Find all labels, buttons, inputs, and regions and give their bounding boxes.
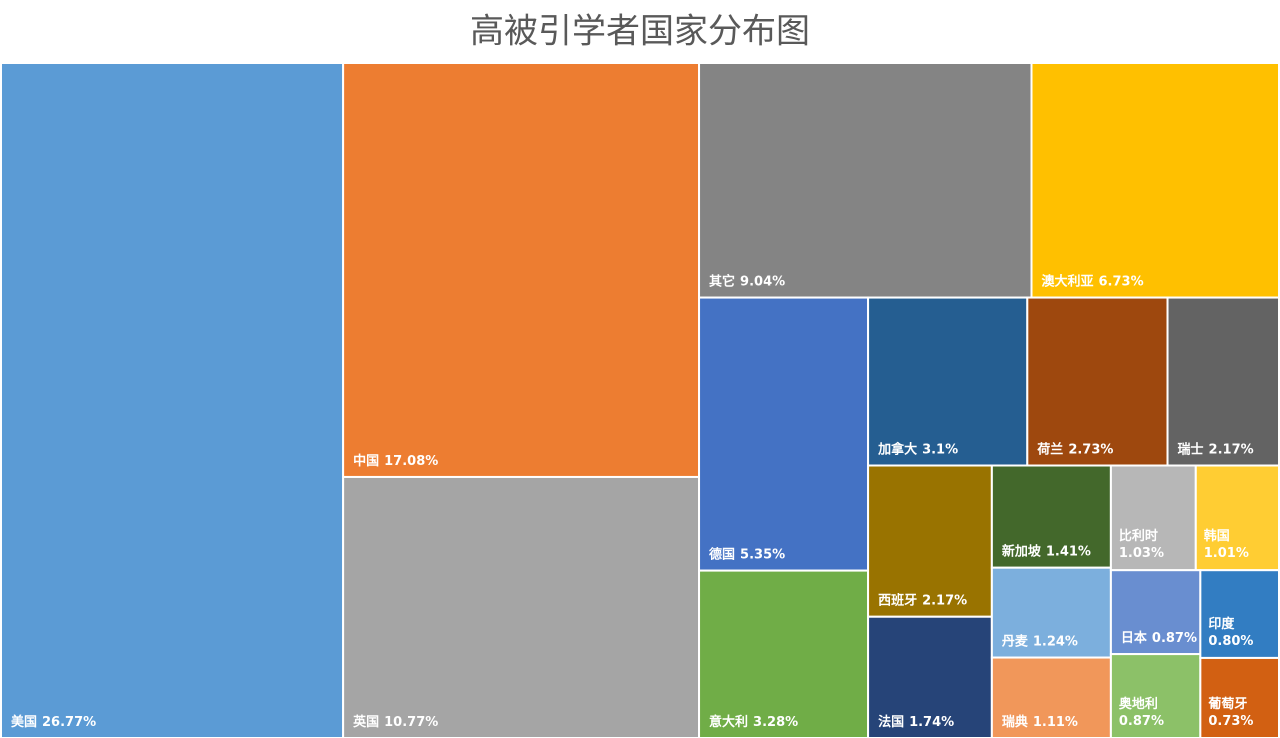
tile-label: 比利时 1.03% [1119, 528, 1164, 561]
category-name: 中国 [353, 453, 379, 469]
value-label: 0.87% [1152, 631, 1197, 646]
value-label: 9.04% [740, 275, 785, 290]
treemap-tile [342, 62, 701, 478]
treemap-tile [342, 475, 701, 738]
category-name: 法国 [878, 714, 904, 730]
treemap-tile [1109, 464, 1197, 572]
tile-label: 加拿大 3.1% [877, 442, 958, 458]
treemap-tile [867, 464, 993, 618]
tile-label: 丹麦 1.24% [1002, 634, 1078, 650]
category-name: 日本 [1121, 630, 1147, 646]
value-label: 3.1% [922, 443, 958, 458]
category-name: 瑞士 [1178, 442, 1204, 458]
treemap-tile [1199, 569, 1280, 659]
value-label: 3.28% [753, 715, 798, 730]
tile-label: 日本 0.87% [1121, 630, 1197, 646]
value-label: 6.73% [1099, 275, 1144, 290]
treemap-tile [867, 296, 1029, 467]
category-name: 韩国 [1204, 528, 1230, 544]
treemap-tile [698, 296, 870, 572]
treemap-tile [698, 569, 870, 738]
tile-label: 意大利 3.28% [709, 714, 798, 730]
tile-label: 西班牙 2.17% [878, 593, 967, 609]
treemap-tile [990, 464, 1112, 569]
category-name: 其它 [709, 274, 735, 290]
tile-label: 印度 0.80% [1208, 616, 1253, 649]
tile-label: 葡萄牙 0.73% [1207, 696, 1253, 729]
tile-label: 瑞士 2.17% [1178, 442, 1254, 458]
tile-label: 德国 5.35% [709, 547, 785, 563]
treemap-tile [698, 62, 1033, 299]
tile-label: 韩国 1.01% [1204, 528, 1249, 561]
value-label: 1.74% [909, 715, 954, 730]
category-name: 英国 [352, 714, 379, 730]
category-name: 丹麦 [1002, 634, 1029, 650]
category-name: 德国 [709, 547, 735, 563]
category-name: 瑞典 [1002, 714, 1028, 730]
category-name: 西班牙 [878, 593, 917, 609]
category-name: 新加坡 [1002, 544, 1042, 560]
value-label: 1.11% [1033, 715, 1078, 730]
tile-label: 瑞典 1.11% [1002, 714, 1078, 730]
value-label: 0.80% [1208, 634, 1253, 649]
treemap-tile [990, 656, 1112, 738]
value-label: 0.73% [1208, 714, 1253, 729]
tile-label: 奥地利 0.87% [1119, 696, 1164, 729]
category-name: 荷兰 [1036, 442, 1063, 458]
tile-label: 澳大利亚 6.73% [1041, 274, 1143, 290]
value-label: 1.24% [1033, 635, 1078, 650]
chart-title: 高被引学者国家分布图 [470, 12, 810, 52]
tile-label: 英国 10.77% [352, 714, 438, 730]
value-label: 1.01% [1204, 546, 1249, 561]
value-label: 2.17% [1209, 443, 1254, 458]
category-name: 美国 [11, 714, 37, 730]
value-label: 10.77% [384, 715, 438, 730]
category-name: 比利时 [1119, 528, 1158, 544]
tile-label: 法国 1.74% [878, 714, 954, 730]
category-name: 奥地利 [1119, 696, 1158, 712]
tile-label: 其它 9.04% [709, 274, 785, 290]
treemap-tile [1199, 656, 1280, 738]
treemap-tile [1166, 296, 1280, 467]
category-name: 葡萄牙 [1207, 696, 1247, 712]
treemap-tile [1109, 569, 1202, 656]
value-label: 0.87% [1119, 714, 1164, 729]
value-label: 2.73% [1068, 443, 1113, 458]
tile-label: 新加坡 1.41% [1002, 544, 1091, 560]
category-name: 澳大利亚 [1041, 274, 1093, 290]
value-label: 1.03% [1119, 546, 1164, 561]
value-label: 1.41% [1046, 545, 1091, 560]
treemap-tile [0, 62, 345, 738]
value-label: 2.17% [922, 594, 967, 609]
category-name: 意大利 [709, 714, 748, 730]
tile-label: 中国 17.08% [353, 453, 438, 469]
value-label: 26.77% [42, 715, 96, 730]
value-label: 17.08% [384, 454, 438, 469]
value-label: 5.35% [740, 548, 785, 563]
category-name: 印度 [1208, 616, 1235, 632]
category-name: 加拿大 [877, 442, 917, 458]
treemap-tile [1030, 62, 1280, 299]
treemap-tile [1026, 296, 1169, 467]
tile-label: 荷兰 2.73% [1036, 442, 1113, 458]
treemap-tile [1194, 464, 1280, 572]
tile-label: 美国 26.77% [11, 714, 96, 730]
